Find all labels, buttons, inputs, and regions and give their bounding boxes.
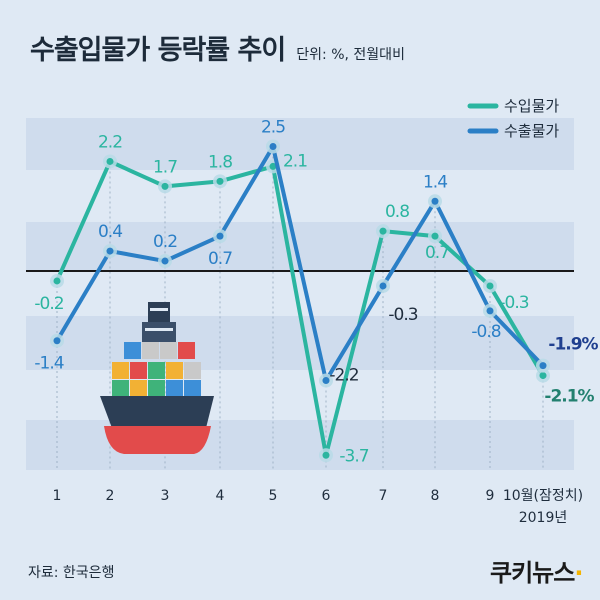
cargo-container-5 (112, 362, 129, 379)
data-point-export-3 (161, 257, 169, 265)
x-tick-label-2: 2 (106, 488, 115, 504)
cargo-container-6 (130, 362, 147, 379)
cargo-container-1 (124, 342, 141, 359)
cargo-container-10 (112, 380, 129, 397)
data-point-export-9 (486, 307, 494, 315)
grid-band-3 (26, 316, 574, 370)
data-label-export-6: -2.2 (329, 366, 358, 386)
data-point-import-8 (431, 232, 439, 240)
data-label-export-1: -1.4 (34, 354, 63, 374)
x-tick-label-10: 10월(잠정치) (503, 488, 583, 504)
data-point-import-6 (322, 451, 330, 459)
ship-window-2 (145, 328, 173, 331)
series-line-import (55, 159, 545, 458)
cargo-container-7 (148, 362, 165, 379)
brand-logo: 쿠키뉴스· (490, 559, 583, 587)
cargo-container-3 (160, 342, 177, 359)
x-tick-label-6: 6 (322, 488, 331, 504)
legend-label-export: 수출물가 (504, 122, 559, 140)
source-note: 자료: 한국은행 (28, 565, 115, 581)
series-line-export (55, 144, 545, 383)
x-tick-label-5: 5 (269, 488, 278, 504)
cargo-container-11 (130, 380, 147, 397)
data-label-export-4: 0.7 (208, 249, 232, 269)
x-axis-year-label: 2019년 (519, 510, 568, 526)
grid-band-1 (26, 118, 574, 170)
cargo-container-8 (166, 362, 183, 379)
data-label-import-8: 0.7 (425, 243, 449, 263)
data-label-import-1: -0.2 (34, 294, 63, 314)
ship-hull (100, 396, 214, 428)
x-tick-label-9: 9 (486, 488, 495, 504)
data-point-import-9 (486, 282, 494, 290)
x-tick-label-8: 8 (431, 488, 440, 504)
x-tick-label-1: 1 (53, 488, 62, 504)
data-label-export-5: 2.5 (261, 118, 285, 138)
data-point-import-3 (161, 182, 169, 190)
legend-label-import: 수입물가 (504, 97, 559, 115)
cargo-ship-illustration (100, 302, 214, 454)
cargo-container-9 (184, 362, 201, 379)
x-tick-label-7: 7 (379, 488, 388, 504)
ship-hull-bottom (104, 426, 211, 454)
data-point-export-4 (216, 232, 224, 240)
cargo-container-13 (166, 380, 183, 397)
cargo-container-14 (184, 380, 201, 397)
data-point-export-8 (431, 197, 439, 205)
data-label-import-10: -2.1% (544, 387, 594, 407)
data-point-export-2 (106, 247, 114, 255)
data-point-import-7 (379, 227, 387, 235)
data-point-export-7 (379, 282, 387, 290)
x-tick-label-3: 3 (161, 488, 170, 504)
data-point-export-1 (53, 337, 61, 345)
data-label-import-2: 2.2 (98, 132, 122, 152)
data-point-import-4 (216, 177, 224, 185)
data-point-export-6 (322, 377, 330, 385)
data-label-export-9: -0.8 (471, 322, 500, 342)
x-tick-label-4: 4 (216, 488, 225, 504)
data-label-export-10: -1.9% (548, 335, 598, 355)
chart-subtitle: 단위: %, 전월대비 (296, 47, 405, 63)
data-point-import-5 (269, 162, 277, 170)
data-label-import-4: 1.8 (208, 152, 232, 172)
ship-window-1 (150, 308, 168, 311)
data-point-import-1 (53, 277, 61, 285)
data-label-export-2: 0.4 (98, 222, 122, 242)
ship-bridge (142, 322, 176, 342)
title-area: 수출입물가 등락률 추이 단위: %, 전월대비 (30, 28, 405, 67)
data-label-export-3: 0.2 (153, 232, 177, 252)
chart-title: 수출입물가 등락률 추이 (30, 35, 286, 66)
data-point-export-5 (269, 143, 277, 150)
data-label-import-3: 1.7 (153, 157, 177, 177)
data-point-import-2 (106, 157, 114, 165)
data-point-import-10 (539, 372, 547, 380)
data-point-export-10 (539, 362, 547, 370)
data-label-import-7: 0.8 (385, 202, 409, 222)
data-label-export-7: -0.3 (388, 305, 417, 325)
data-label-import-6: -3.7 (339, 446, 368, 466)
data-label-export-8: 1.4 (423, 172, 447, 192)
cargo-container-2 (142, 342, 159, 359)
cargo-container-12 (148, 380, 165, 397)
cargo-container-4 (178, 342, 195, 359)
data-label-import-5: 2.1 (283, 151, 307, 171)
data-label-import-9: -0.3 (499, 293, 528, 313)
